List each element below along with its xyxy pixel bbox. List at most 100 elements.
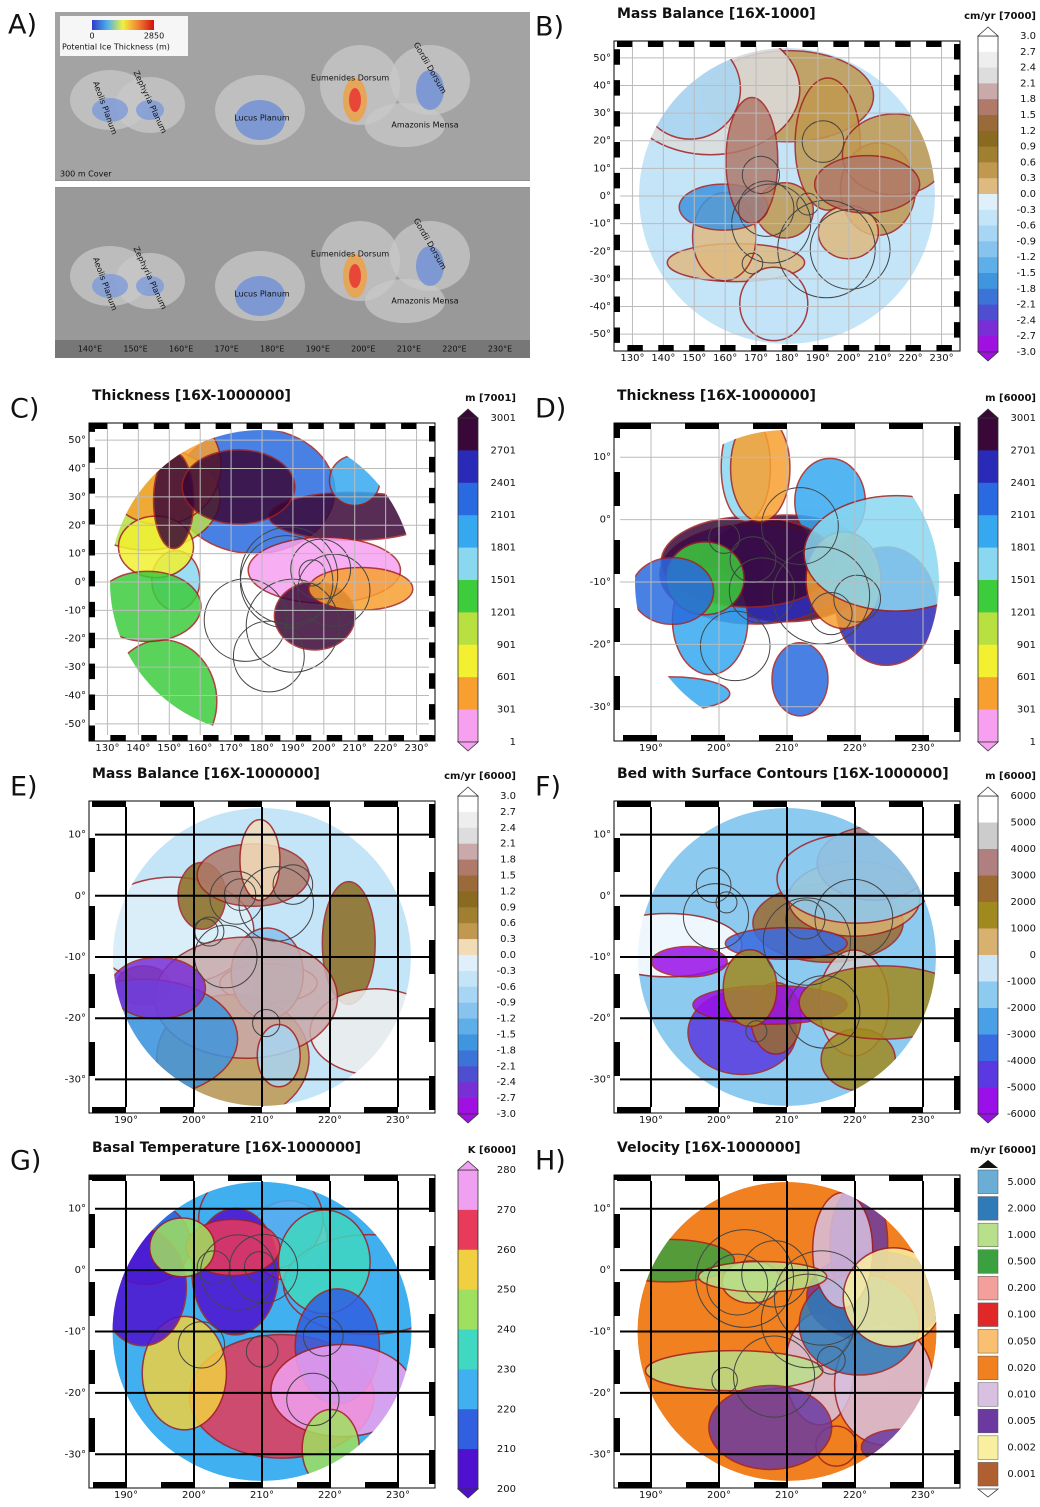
unit-label: cm/yr [7000] <box>964 11 1036 22</box>
colorbar-swatch <box>458 876 478 892</box>
colorbar-swatch <box>978 1330 998 1354</box>
colorbar-swatch <box>978 289 998 305</box>
colorbar-swatch <box>458 1019 478 1035</box>
colorbar-label: 280 <box>497 1165 516 1176</box>
y-tick-label: 0° <box>75 577 86 588</box>
panel-letter: H) <box>535 1146 566 1177</box>
colorbar-swatch <box>978 178 998 194</box>
panel-letter: B) <box>535 12 564 43</box>
y-tick-label: 30° <box>68 492 86 503</box>
colorbar-label: 0.9 <box>500 902 516 913</box>
colorbar-swatch <box>458 645 478 678</box>
colorbar-label: 901 <box>1017 640 1036 651</box>
colorbar-swatch <box>458 677 478 710</box>
y-tick-label: -10° <box>65 605 86 616</box>
colorbar-label: -1.5 <box>1016 268 1036 279</box>
colorbar-swatch <box>978 1356 998 1380</box>
x-tick-label: 230° <box>911 743 935 754</box>
colorbar-label: 270 <box>497 1205 516 1216</box>
y-tick-label: 40° <box>68 464 86 475</box>
colorbar-swatch <box>978 1276 998 1300</box>
colorbar-swatch <box>458 1098 478 1114</box>
colorbar-swatch <box>978 710 998 743</box>
x-tick-label: 220° <box>843 1115 867 1126</box>
colorbar-swatch <box>458 1210 478 1250</box>
colorbar-label: 2701 <box>491 445 516 456</box>
panel-title: Thickness [16X-1000000] <box>92 388 291 404</box>
y-tick-label: 10° <box>593 163 611 174</box>
colorbar-swatch <box>458 844 478 860</box>
colorbar-label: -3000 <box>1007 1030 1036 1041</box>
colorbar-swatch <box>458 580 478 613</box>
map-region <box>110 958 205 1019</box>
y-tick-label: -50° <box>590 329 611 340</box>
x-tick-label: 170°E <box>215 345 239 354</box>
colorbar-label: 0.3 <box>500 934 516 945</box>
colorbar-label: -5000 <box>1007 1083 1036 1094</box>
colorbar-swatch <box>458 1082 478 1098</box>
colorbar-arrow <box>458 1114 478 1123</box>
y-tick-label: -20° <box>590 1388 611 1399</box>
y-tick-label: -20° <box>65 1388 86 1399</box>
y-tick-label: 0° <box>75 891 86 902</box>
y-tick-label: -30° <box>65 662 86 673</box>
x-tick-label: 220°E <box>442 345 466 354</box>
colorbar-label: -1.2 <box>1016 252 1036 263</box>
x-tick-label: 200° <box>182 1490 206 1501</box>
x-tick-label: 160° <box>713 353 737 364</box>
colorbar-label: 0.050 <box>1007 1336 1036 1347</box>
colorbar-arrow <box>978 742 998 751</box>
map-region <box>631 558 713 625</box>
y-tick-label: -50° <box>65 719 86 730</box>
colorbar-swatch <box>458 796 478 812</box>
panel-letter: C) <box>10 394 39 425</box>
x-tick-label: 190° <box>639 1490 663 1501</box>
map-region <box>309 567 413 610</box>
colorbar-swatch <box>978 241 998 257</box>
colorbar-swatch <box>978 823 998 850</box>
colorbar-label: 0.0 <box>1020 189 1036 200</box>
colorbar-swatch <box>978 257 998 273</box>
x-tick-label: 210° <box>775 1115 799 1126</box>
colorbar-label: 1501 <box>1011 575 1036 586</box>
colorbar-swatch <box>978 1223 998 1247</box>
x-tick-label: 220° <box>843 743 867 754</box>
colorbar-swatch <box>458 939 478 955</box>
x-tick-label: 150° <box>682 353 706 364</box>
place-label: Eumenides Dorsum <box>311 250 389 259</box>
y-tick-label: -30° <box>590 1449 611 1460</box>
unit-label: m [6000] <box>985 771 1036 782</box>
colorbar-label: 0.0 <box>500 950 516 961</box>
colorbar-swatch <box>978 1008 998 1035</box>
y-tick-label: -10° <box>65 952 86 963</box>
colorbar-label: 1 <box>510 737 516 748</box>
colorbar-arrow <box>978 409 998 418</box>
y-tick-label: -10° <box>590 219 611 230</box>
colorbar-label: 2401 <box>1011 478 1036 489</box>
colorbar-arrow <box>458 1161 478 1170</box>
colorbar-label: 240 <box>497 1325 516 1336</box>
ice-blob <box>349 264 361 288</box>
colorbar-label: -0.9 <box>496 998 516 1009</box>
panel-letter: F) <box>535 772 561 803</box>
x-tick-label: 200° <box>707 1115 731 1126</box>
y-tick-label: -10° <box>65 1327 86 1338</box>
colorbar-swatch <box>978 450 998 483</box>
x-tick-label: 230°E <box>488 345 512 354</box>
x-tick-label: 220° <box>318 1115 342 1126</box>
y-tick-label: -10° <box>590 952 611 963</box>
x-tick-label: 200° <box>182 1115 206 1126</box>
colorbar-label: 1.8 <box>500 855 516 866</box>
map-region <box>709 1386 832 1470</box>
colorbar-label: 1.000 <box>1007 1230 1036 1241</box>
x-tick-label: 210° <box>775 1490 799 1501</box>
x-tick-label: 160° <box>188 743 212 754</box>
colorbar-swatch <box>458 971 478 987</box>
colorbar-swatch <box>458 860 478 876</box>
colorbar-swatch <box>978 955 998 982</box>
colorbar-label: 1.2 <box>1020 126 1036 137</box>
colorbar-swatch <box>978 83 998 99</box>
colorbar-label: 2.7 <box>1020 47 1036 58</box>
y-tick-label: 50° <box>68 435 86 446</box>
x-tick-label: 200°E <box>351 345 375 354</box>
